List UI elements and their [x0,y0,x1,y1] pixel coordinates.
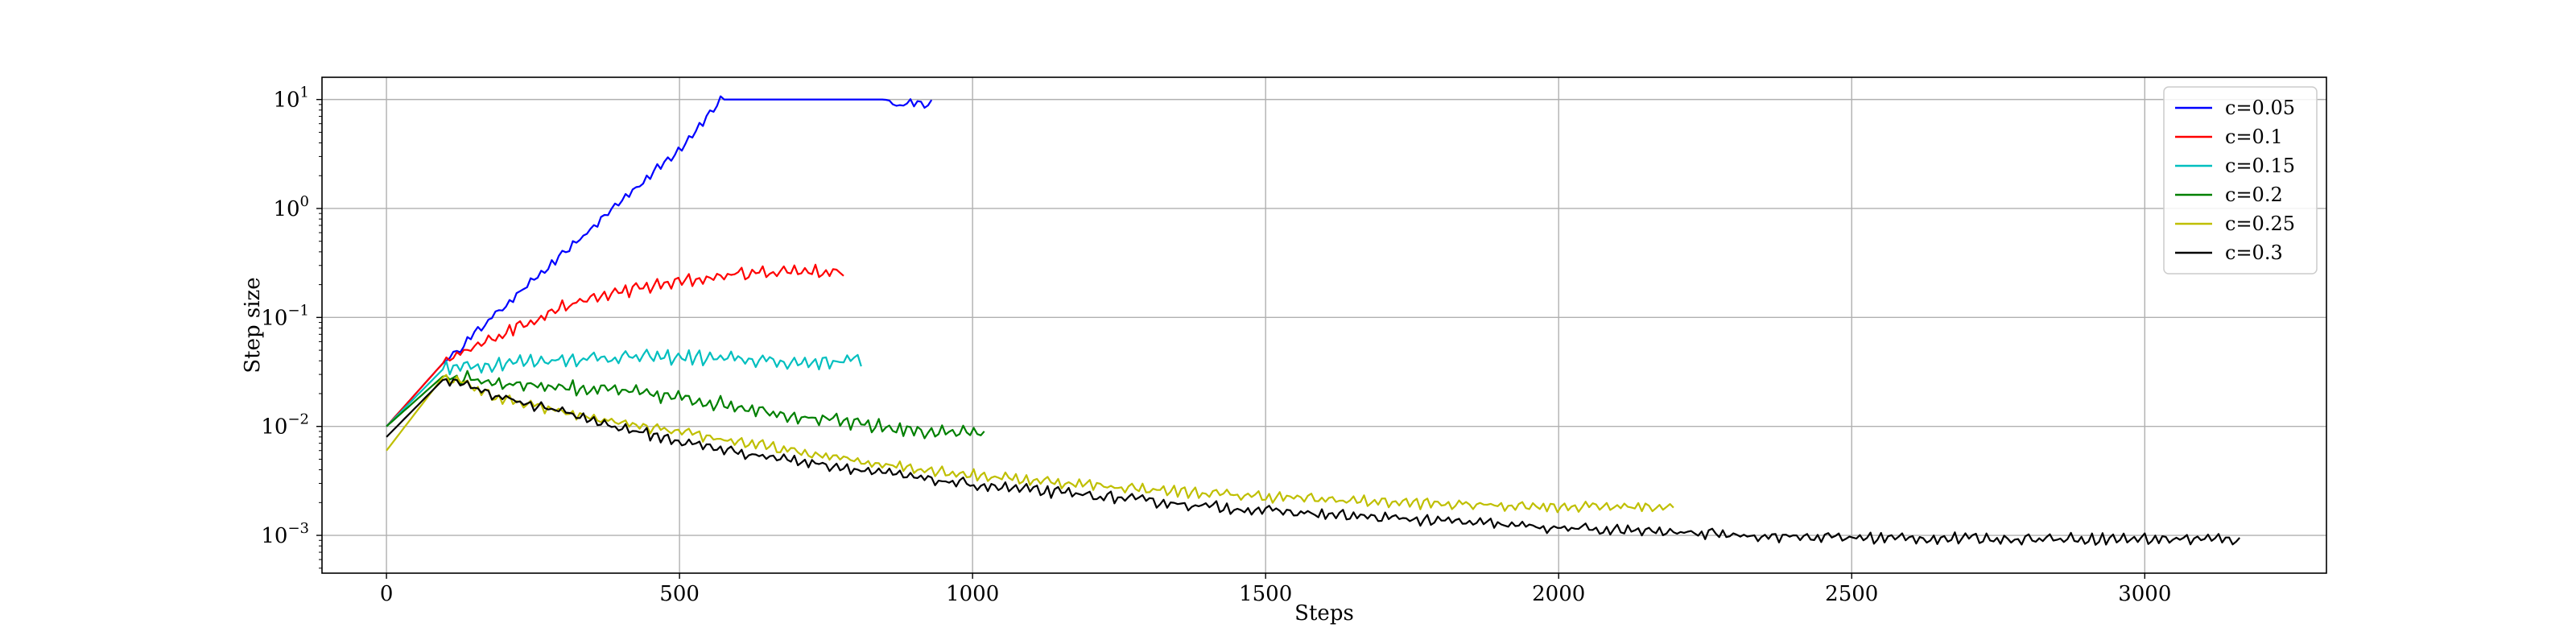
legend-label: c=0.25 [2225,213,2295,235]
y-tick-label: 101 [273,85,309,113]
series-layer [386,95,2241,546]
legend-label: c=0.1 [2225,126,2283,148]
x-tick-label: 1000 [946,582,999,606]
series-line-1 [386,263,844,427]
series-line-0 [386,95,933,427]
series-line-2 [386,349,862,427]
y-axis-label: Step size [241,277,265,373]
plot-frame [321,76,2327,574]
y-tick-label: 10−3 [261,520,309,548]
x-tick-label: 2000 [1532,582,1585,606]
series-line-5 [386,378,2241,546]
x-axis-ticks: 0 500 1000 1500 2000 2500 3000 [380,573,2171,606]
legend-label: c=0.2 [2225,184,2283,206]
y-tick-label: 10−1 [261,302,309,330]
x-tick-label: 3000 [2118,582,2171,606]
legend-label: c=0.3 [2225,242,2283,264]
x-tick-label: 500 [659,582,700,606]
y-tick-label: 100 [273,193,309,221]
y-axis-ticks: 101 100 10−1 10−2 10−3 [261,85,322,569]
x-axis-label: Steps [1294,601,1354,625]
series-line-3 [386,369,985,440]
legend: c=0.05 c=0.1 c=0.15 c=0.2 c=0.25 c=0.3 [2163,86,2318,275]
plot-background [322,77,2326,573]
legend-box [2163,86,2318,275]
legend-label: c=0.05 [2225,97,2295,119]
x-tick-label: 1500 [1239,582,1292,606]
x-tick-label: 0 [380,582,394,606]
grid-lines [322,77,2326,573]
series-line-4 [386,374,1674,514]
y-tick-label: 10−2 [261,411,309,440]
x-tick-label: 2500 [1825,582,1878,606]
legend-label: c=0.15 [2225,155,2295,177]
